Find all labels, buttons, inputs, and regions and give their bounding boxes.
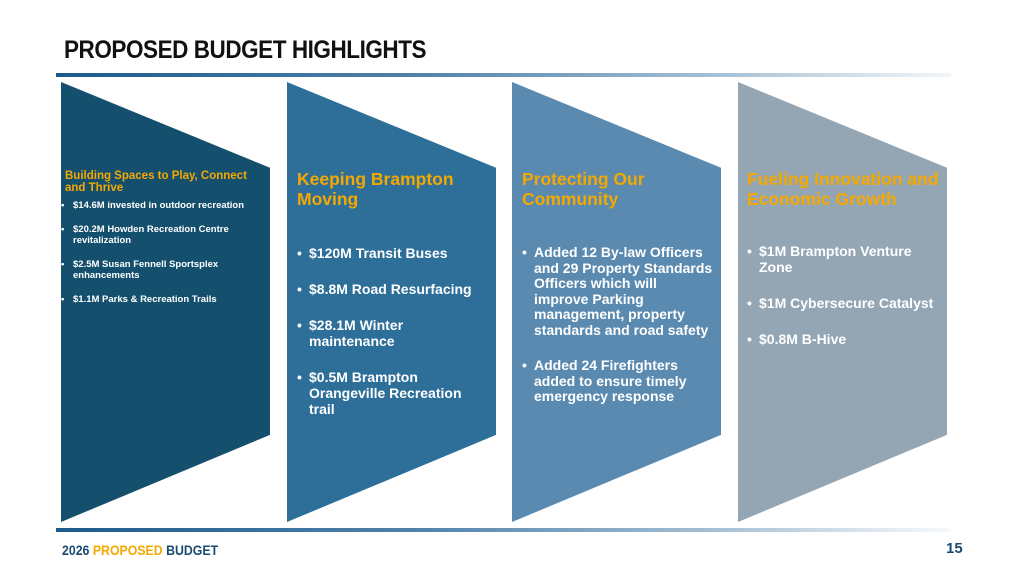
page-number: 15 [946, 540, 963, 557]
panel-heading: Building Spaces to Play, Connect and Thr… [65, 170, 247, 194]
panel-protecting-community: Protecting Our Community Added 12 By-law… [512, 82, 721, 522]
footer-brand: 2026 PROPOSED BUDGET [62, 542, 218, 558]
panel-play-connect-thrive: Building Spaces to Play, Connect and Thr… [61, 82, 270, 522]
panel-fueling-innovation: Fueling Innovation and Economic Growth $… [738, 82, 947, 522]
footer-proposed: PROPOSED [92, 542, 163, 558]
list-item: $1M Brampton Venture Zone [747, 243, 941, 275]
list-item: Added 24 Firefighters added to ensure ti… [522, 357, 715, 405]
list-item: $2.5M Susan Fennell Sportsplex enhanceme… [61, 259, 264, 281]
list-item: $120M Transit Buses [297, 245, 490, 261]
list-item: Added 12 By-law Officers and 29 Property… [522, 244, 715, 338]
panel-heading: Fueling Innovation and Economic Growth [747, 169, 939, 209]
list-item: $28.1M Winter maintenance [297, 317, 490, 349]
panel-heading: Keeping Brampton Moving [297, 169, 454, 209]
list-item: $0.8M B-Hive [747, 331, 941, 347]
list-item: $8.8M Road Resurfacing [297, 281, 490, 297]
footer-budget: BUDGET [166, 542, 219, 558]
list-item: $1.1M Parks & Recreation Trails [61, 294, 264, 305]
list-item: $14.6M invested in outdoor recreation [61, 200, 264, 211]
panel-heading: Protecting Our Community [522, 169, 645, 209]
list-item: $20.2M Howden Recreation Centre revitali… [61, 224, 264, 246]
top-divider [56, 73, 951, 77]
footer-year: 2026 [62, 542, 90, 558]
list-item: $0.5M Brampton Orangeville Recreation tr… [297, 369, 490, 417]
bottom-divider [56, 528, 951, 532]
panel-keeping-brampton-moving: Keeping Brampton Moving $120M Transit Bu… [287, 82, 496, 522]
list-item: $1M Cybersecure Catalyst [747, 295, 941, 311]
page-title: PROPOSED BUDGET HIGHLIGHTS [64, 36, 427, 64]
